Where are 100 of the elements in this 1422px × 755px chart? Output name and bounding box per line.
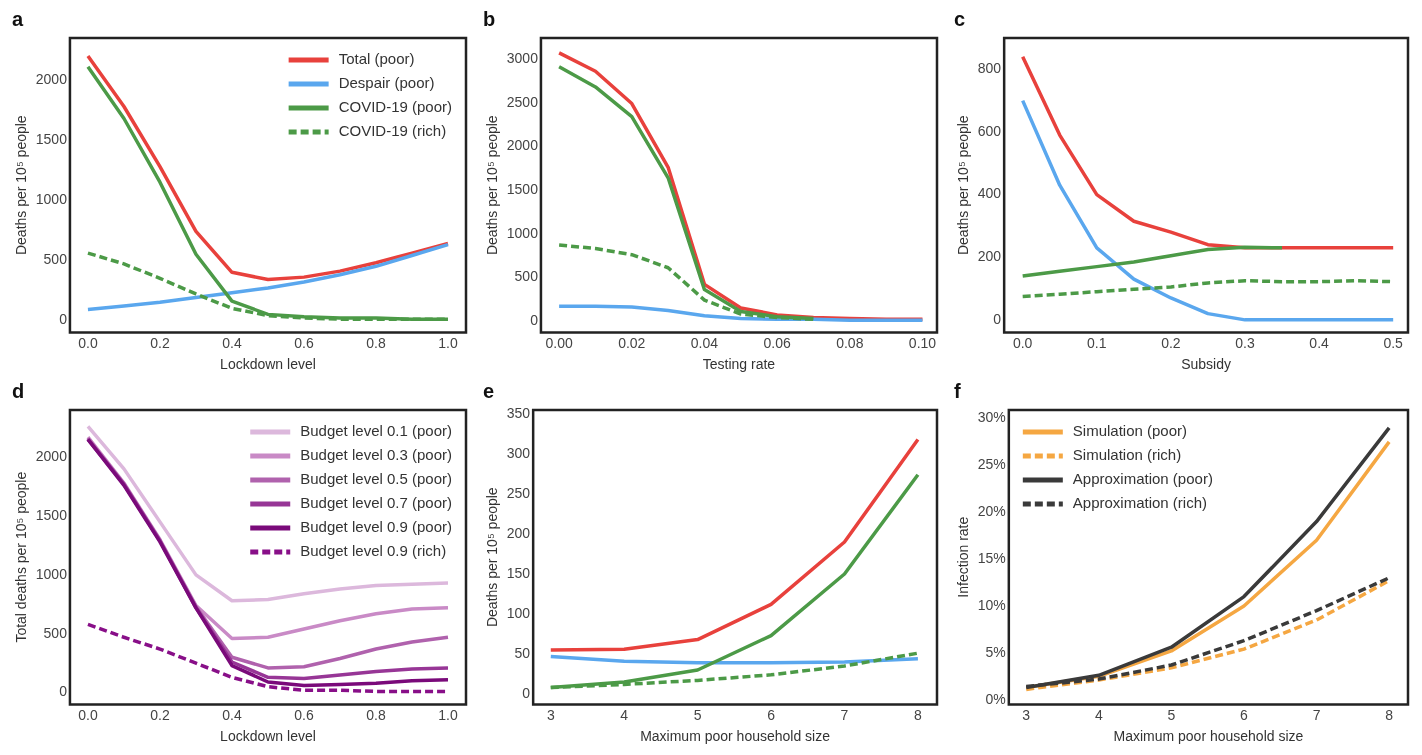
y-tick-label: 15% bbox=[977, 549, 1006, 566]
x-tick-label: 7 bbox=[1312, 706, 1321, 723]
y-tick-label: 350 bbox=[506, 404, 531, 421]
x-tick-label: 0.10 bbox=[908, 334, 937, 351]
x-tick-label: 0.8 bbox=[366, 334, 386, 351]
y-tick-label: 800 bbox=[977, 60, 1002, 77]
x-axis-title: Lockdown level bbox=[220, 728, 316, 745]
x-tick-label: 0.04 bbox=[690, 334, 719, 351]
x-axis-title: Maximum poor household size bbox=[640, 728, 831, 745]
x-tick-label: 0.4 bbox=[222, 706, 242, 723]
x-tick-label: 7 bbox=[840, 706, 849, 723]
legend-label: Budget level 0.7 (poor) bbox=[300, 494, 453, 512]
y-tick-label: 600 bbox=[977, 122, 1002, 139]
x-tick-label: 8 bbox=[914, 706, 923, 723]
legend-label: Approximation (poor) bbox=[1072, 470, 1213, 488]
x-tick-label: 8 bbox=[1385, 706, 1394, 723]
x-axis-title: Maximum poor household size bbox=[1113, 728, 1304, 745]
y-tick-label: 2000 bbox=[35, 447, 68, 464]
y-tick-label: 10% bbox=[977, 596, 1006, 613]
chart-title: c bbox=[954, 7, 966, 30]
y-tick-label: 1500 bbox=[35, 131, 68, 147]
y-tick-label: 1500 bbox=[506, 180, 539, 197]
chart-title: f bbox=[954, 379, 961, 402]
x-tick-label: 0.3 bbox=[1235, 334, 1255, 351]
y-tick-label: 250 bbox=[506, 484, 531, 501]
y-tick-label: 2500 bbox=[506, 93, 539, 110]
y-tick-label: 150 bbox=[506, 564, 531, 581]
x-tick-label: 0.4 bbox=[1309, 334, 1330, 351]
y-tick-label: 500 bbox=[43, 251, 68, 268]
x-tick-label: 0.1 bbox=[1087, 334, 1107, 351]
y-tick-label: 50 bbox=[514, 644, 531, 661]
x-tick-label: 0.0 bbox=[78, 334, 98, 351]
y-axis-title: Deaths per 10⁵ people bbox=[484, 487, 501, 628]
x-tick-label: 5 bbox=[1167, 706, 1176, 723]
y-tick-label: 300 bbox=[506, 444, 531, 461]
chart-title: e bbox=[483, 379, 495, 402]
x-tick-label: 0.00 bbox=[545, 334, 573, 351]
chart-title: b bbox=[483, 7, 496, 30]
x-tick-label: 0.8 bbox=[366, 706, 386, 723]
legend-label: Total (poor) bbox=[338, 50, 415, 68]
y-axis-title: Deaths per 10⁵ people bbox=[484, 115, 501, 256]
x-tick-label: 0.2 bbox=[1161, 334, 1181, 351]
legend-label: Budget level 0.9 (rich) bbox=[300, 542, 447, 560]
legend-label: Approximation (rich) bbox=[1072, 494, 1208, 512]
x-axis-title: Lockdown level bbox=[220, 356, 316, 373]
y-tick-label: 2000 bbox=[506, 137, 539, 154]
x-tick-label: 0.0 bbox=[78, 706, 98, 723]
legend-label: Budget level 0.3 (poor) bbox=[300, 446, 453, 464]
y-tick-label: 0 bbox=[530, 311, 539, 328]
y-tick-label: 20% bbox=[977, 503, 1006, 520]
x-tick-label: 0.5 bbox=[1383, 334, 1404, 351]
y-tick-label: 0 bbox=[522, 684, 531, 701]
x-tick-label: 3 bbox=[1022, 706, 1031, 723]
x-axis-title: Testing rate bbox=[702, 356, 776, 373]
y-tick-label: 1000 bbox=[35, 565, 68, 582]
y-tick-label: 0 bbox=[59, 683, 68, 700]
x-tick-label: 5 bbox=[693, 706, 702, 723]
y-tick-label: 2000 bbox=[35, 70, 68, 87]
x-tick-label: 6 bbox=[1240, 706, 1249, 723]
legend-label: Budget level 0.1 (poor) bbox=[300, 422, 453, 440]
x-tick-label: 4 bbox=[1094, 706, 1103, 723]
x-tick-label: 1.0 bbox=[438, 706, 458, 723]
legend-label: COVID-19 (rich) bbox=[338, 122, 447, 140]
legend-label: COVID-19 (poor) bbox=[338, 98, 453, 116]
x-tick-label: 4 bbox=[620, 706, 629, 723]
legend-label: Simulation (poor) bbox=[1072, 422, 1188, 440]
y-tick-label: 0% bbox=[985, 690, 1006, 707]
legend-label: Despair (poor) bbox=[338, 74, 435, 92]
y-tick-label: 500 bbox=[514, 268, 539, 285]
chart-title: a bbox=[12, 7, 24, 30]
y-tick-label: 5% bbox=[985, 643, 1006, 660]
y-tick-label: 1000 bbox=[506, 224, 539, 241]
y-tick-label: 100 bbox=[506, 604, 531, 621]
legend-label: Budget level 0.9 (poor) bbox=[300, 518, 453, 536]
y-tick-label: 0 bbox=[993, 310, 1002, 327]
x-tick-label: 0.2 bbox=[150, 334, 170, 351]
y-tick-label: 1000 bbox=[35, 191, 68, 208]
y-tick-label: 500 bbox=[43, 624, 68, 641]
y-axis-title: Infection rate bbox=[955, 516, 972, 598]
legend-label: Simulation (rich) bbox=[1072, 446, 1182, 464]
y-axis-title: Total deaths per 10⁵ people bbox=[13, 471, 30, 643]
chart-title: d bbox=[12, 379, 25, 402]
y-tick-label: 200 bbox=[506, 524, 531, 541]
x-tick-label: 0.06 bbox=[763, 334, 791, 351]
x-tick-label: 0.2 bbox=[150, 706, 170, 723]
x-tick-label: 0.4 bbox=[222, 334, 242, 351]
y-axis-title: Deaths per 10⁵ people bbox=[955, 115, 972, 256]
y-axis-title: Deaths per 10⁵ people bbox=[13, 115, 30, 256]
x-tick-label: 6 bbox=[767, 706, 776, 723]
x-tick-label: 3 bbox=[546, 706, 555, 723]
x-tick-label: 0.6 bbox=[294, 334, 314, 351]
x-tick-label: 0.0 bbox=[1012, 334, 1033, 351]
y-tick-label: 0 bbox=[59, 311, 68, 328]
x-tick-label: 0.08 bbox=[836, 334, 864, 351]
y-tick-label: 400 bbox=[977, 185, 1002, 202]
y-tick-label: 200 bbox=[977, 248, 1002, 265]
x-tick-label: 1.0 bbox=[438, 334, 458, 351]
y-tick-label: 3000 bbox=[506, 49, 539, 66]
y-tick-label: 1500 bbox=[35, 506, 68, 523]
y-tick-label: 30% bbox=[977, 409, 1006, 426]
